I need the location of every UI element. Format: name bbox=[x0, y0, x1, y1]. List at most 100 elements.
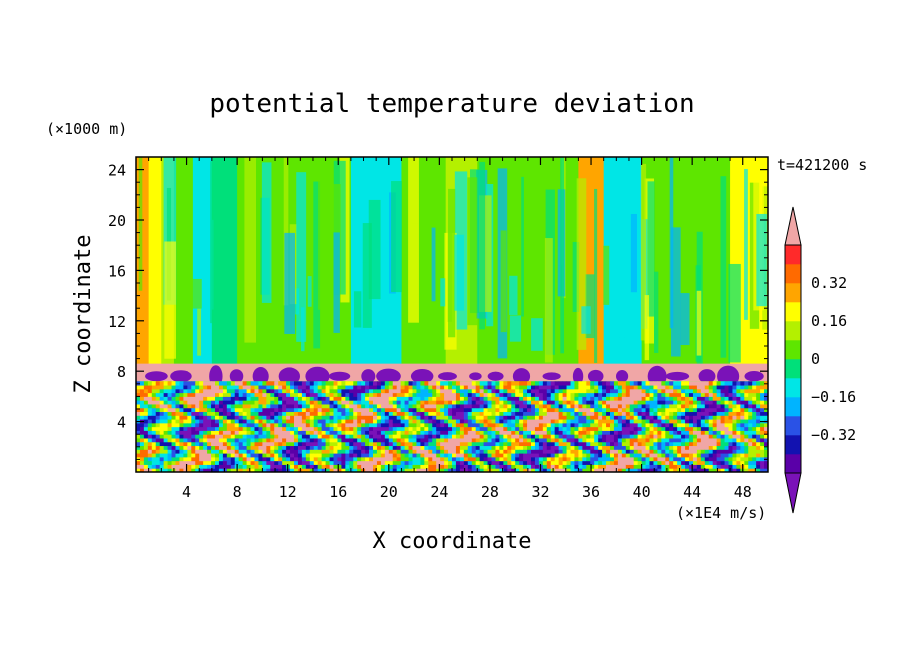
turbulent-cell bbox=[503, 419, 508, 424]
turbulent-cell bbox=[270, 419, 275, 424]
turbulent-cell bbox=[613, 388, 619, 394]
turbulent-cell bbox=[487, 419, 492, 424]
turbulent-cell bbox=[440, 388, 445, 394]
turbulent-cell bbox=[708, 385, 714, 390]
turbulent-cell bbox=[305, 426, 311, 431]
turbulent-cell bbox=[653, 445, 658, 450]
turbulent-cell bbox=[546, 392, 552, 397]
turbulent-cell bbox=[645, 396, 650, 401]
turbulent-cell bbox=[546, 437, 552, 443]
turbulent-cell bbox=[432, 403, 437, 409]
turbulent-cell bbox=[400, 453, 406, 458]
turbulent-cell bbox=[297, 434, 303, 439]
turbulent-cell bbox=[274, 460, 279, 465]
turbulent-cell bbox=[325, 385, 331, 390]
turbulent-cell bbox=[459, 430, 465, 435]
turbulent-cell bbox=[495, 426, 500, 431]
turbulent-cell bbox=[440, 422, 445, 428]
turbulent-cell bbox=[752, 456, 757, 462]
x-tick-label: 40 bbox=[633, 483, 651, 501]
turbulent-cell bbox=[558, 464, 564, 469]
turbulent-cell bbox=[309, 460, 315, 465]
turbulent-cell bbox=[736, 441, 741, 447]
turbulent-cell bbox=[139, 445, 145, 450]
turbulent-cell bbox=[602, 403, 607, 409]
turbulent-cell bbox=[432, 381, 437, 386]
turbulent-cell bbox=[534, 419, 540, 424]
turbulent-cell bbox=[286, 415, 291, 420]
turbulent-cell bbox=[183, 392, 188, 397]
turbulent-cell bbox=[258, 464, 263, 469]
turbulent-cell bbox=[139, 460, 145, 465]
turbulent-cell bbox=[215, 388, 220, 394]
turbulent-cell bbox=[266, 445, 271, 450]
turbulent-cell bbox=[629, 419, 635, 424]
turbulent-cell bbox=[143, 464, 149, 469]
turbulent-cell bbox=[270, 468, 275, 472]
turbulent-cell bbox=[602, 468, 607, 472]
turbulent-cell bbox=[444, 407, 449, 413]
turbulent-cell bbox=[329, 400, 334, 405]
turbulent-cell bbox=[515, 445, 520, 450]
turbulent-cell bbox=[369, 460, 374, 465]
turbulent-cell bbox=[301, 430, 307, 435]
turbulent-cell bbox=[270, 415, 275, 420]
turbulent-cell bbox=[613, 441, 619, 447]
turbulent-cell bbox=[136, 453, 141, 458]
x-unit-label: (×1E4 m/s) bbox=[676, 504, 766, 522]
turbulent-cell bbox=[523, 407, 528, 413]
turbulent-cell bbox=[357, 437, 362, 443]
turbulent-cell bbox=[582, 460, 587, 465]
turbulent-cell bbox=[396, 460, 402, 465]
turbulent-cell bbox=[211, 403, 216, 409]
turbulent-cell bbox=[503, 381, 508, 386]
turbulent-cell bbox=[625, 441, 631, 447]
turbulent-cell bbox=[590, 437, 595, 443]
turbulent-cell bbox=[740, 396, 745, 401]
turbulent-cell bbox=[475, 460, 481, 465]
turbulent-cell bbox=[732, 388, 737, 394]
turbulent-cell bbox=[159, 437, 165, 443]
turbulent-cell bbox=[487, 453, 492, 458]
turbulent-cell bbox=[305, 441, 311, 447]
turbulent-cell bbox=[463, 388, 469, 394]
turbulent-cell bbox=[175, 464, 180, 469]
turbulent-cell bbox=[408, 422, 413, 428]
turbulent-cell bbox=[665, 437, 670, 443]
turbulent-cell bbox=[266, 419, 271, 424]
turbulent-cell bbox=[598, 460, 603, 465]
turbulent-cell bbox=[546, 385, 552, 390]
turbulent-cell bbox=[760, 422, 765, 428]
turbulent-cell bbox=[136, 464, 141, 469]
turbulent-cell bbox=[657, 419, 662, 424]
turbulent-cell bbox=[692, 411, 698, 416]
turbulent-cell bbox=[515, 464, 520, 469]
turbulent-cell bbox=[274, 468, 279, 472]
turbulent-cell bbox=[724, 445, 729, 450]
turbulent-cell bbox=[546, 407, 552, 413]
x-tick-label: 32 bbox=[531, 483, 549, 501]
turbulent-cell bbox=[250, 381, 255, 386]
turbulent-cell bbox=[155, 385, 161, 390]
turbulent-cell bbox=[246, 415, 252, 420]
turbulent-cell bbox=[519, 415, 524, 420]
turbulent-cell bbox=[515, 411, 520, 416]
turbulent-cell bbox=[440, 403, 445, 409]
turbulent-cell bbox=[230, 415, 236, 420]
turbulent-cell bbox=[436, 434, 441, 439]
turbulent-cell bbox=[570, 430, 575, 435]
turbulent-cell bbox=[432, 388, 437, 394]
turbulent-cell bbox=[645, 422, 650, 428]
turbulent-cell bbox=[218, 456, 224, 462]
turbulent-cell bbox=[143, 407, 149, 413]
turbulent-cell bbox=[578, 403, 583, 409]
turbulent-cell bbox=[294, 441, 299, 447]
turbulent-cell bbox=[637, 400, 643, 405]
turbulent-cell bbox=[716, 407, 722, 413]
turbulent-cell bbox=[353, 385, 358, 390]
turbulent-cell bbox=[629, 445, 635, 450]
turbulent-cell bbox=[546, 426, 552, 431]
turbulent-cell bbox=[661, 453, 666, 458]
turbulent-cell bbox=[222, 422, 228, 428]
turbulent-cell bbox=[215, 445, 220, 450]
